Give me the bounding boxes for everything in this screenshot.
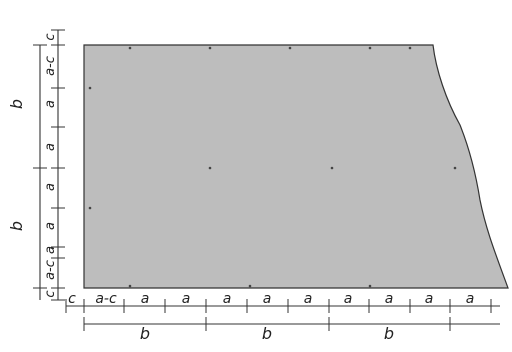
plate-shape <box>83 44 509 289</box>
bottom-b-label: b <box>384 324 394 343</box>
left-label: a <box>43 183 58 191</box>
grid-dot <box>330 166 334 170</box>
left-ticks <box>33 29 65 301</box>
grid-dot <box>208 166 212 170</box>
grid-dot <box>368 46 372 50</box>
grid-dot <box>88 86 92 90</box>
bottom-ticks <box>65 299 492 331</box>
bottom-label: a <box>263 291 272 307</box>
left-label: c <box>43 290 58 297</box>
grid-dot <box>128 46 132 50</box>
left-label: a <box>43 246 58 254</box>
grid-dot <box>208 46 212 50</box>
bottom-label: a <box>304 291 313 307</box>
bottom-label: a <box>425 291 434 307</box>
bottom-label: a <box>344 291 353 307</box>
left-label: a-c <box>43 260 58 280</box>
grid-dot <box>453 166 457 170</box>
grid-dot <box>248 284 252 288</box>
left-b-label: b <box>7 221 26 231</box>
grid-dot <box>368 284 372 288</box>
grid-dot <box>128 284 132 288</box>
grid-dot <box>88 206 92 210</box>
left-label: c <box>43 33 58 40</box>
bottom-label: a-c <box>95 291 117 307</box>
left-label: a <box>43 100 58 108</box>
grid-dots <box>88 46 457 288</box>
bottom-label: a <box>385 291 394 307</box>
left-b-label: b <box>7 99 26 109</box>
left-label: a <box>43 222 58 230</box>
grid-dot <box>288 46 292 50</box>
bottom-label: c <box>68 291 76 307</box>
bottom-label: a <box>141 291 150 307</box>
left-label: a-c <box>43 56 58 76</box>
bottom-label: a <box>223 291 232 307</box>
grid-dot <box>408 46 412 50</box>
bottom-label: a <box>466 291 475 307</box>
left-label: a <box>43 143 58 151</box>
bottom-label: a <box>182 291 191 307</box>
bottom-b-label: b <box>140 324 150 343</box>
bottom-b-label: b <box>262 324 272 343</box>
